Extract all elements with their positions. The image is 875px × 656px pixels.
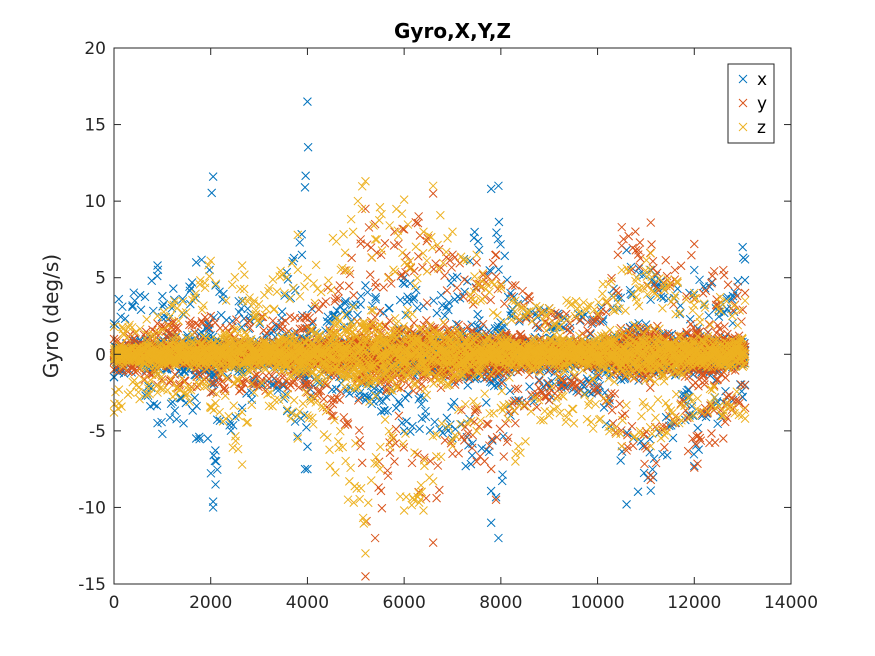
data-point	[272, 321, 281, 331]
data-point	[148, 306, 158, 316]
data-points	[109, 97, 750, 581]
data-point	[178, 294, 187, 304]
data-point	[215, 416, 225, 426]
data-point	[219, 289, 228, 299]
data-point	[168, 284, 178, 293]
data-point	[225, 420, 235, 430]
data-point	[277, 307, 287, 316]
data-point	[293, 432, 302, 441]
data-point	[149, 399, 159, 409]
data-point	[187, 278, 197, 287]
data-point	[152, 401, 162, 411]
data-point	[203, 434, 213, 443]
data-point	[209, 450, 219, 460]
data-point	[288, 256, 298, 266]
data-point	[129, 288, 139, 298]
data-point	[279, 381, 288, 391]
data-point	[206, 468, 216, 478]
data-point	[195, 434, 205, 444]
data-point	[211, 446, 220, 455]
data-point	[211, 456, 221, 466]
data-point	[185, 299, 195, 309]
data-point	[290, 417, 300, 426]
data-point	[128, 301, 137, 310]
data-point	[206, 379, 216, 388]
data-point	[280, 390, 290, 399]
data-point	[140, 292, 150, 302]
data-point	[215, 287, 224, 297]
data-point	[116, 312, 126, 322]
data-point	[135, 290, 145, 300]
data-point	[172, 414, 181, 424]
data-point	[120, 314, 130, 324]
data-point	[192, 401, 201, 411]
data-point	[170, 406, 180, 416]
data-point	[228, 420, 238, 430]
data-point	[234, 296, 244, 306]
data-point	[237, 322, 246, 332]
data-point	[185, 286, 195, 296]
data-point	[236, 304, 246, 313]
data-point	[147, 276, 157, 286]
data-point	[142, 389, 152, 398]
data-point	[246, 388, 256, 398]
data-point	[212, 465, 222, 475]
data-point	[159, 299, 169, 309]
data-point	[210, 456, 220, 466]
data-point	[289, 253, 299, 263]
data-point	[179, 418, 188, 428]
data-point	[197, 255, 206, 265]
data-point	[165, 413, 175, 422]
data-point	[295, 238, 305, 247]
data-point	[136, 305, 146, 315]
data-point	[158, 301, 167, 311]
data-point	[128, 302, 137, 312]
data-point	[190, 393, 200, 403]
data-point	[283, 274, 293, 284]
data-point	[144, 381, 153, 391]
data-point	[212, 415, 222, 425]
data-point	[117, 302, 127, 312]
data-point	[197, 327, 206, 337]
data-point	[207, 188, 217, 198]
data-point	[226, 426, 236, 436]
data-point	[280, 291, 289, 300]
